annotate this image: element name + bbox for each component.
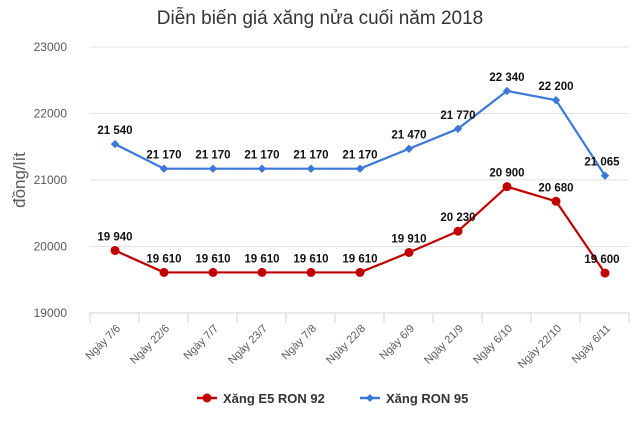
y-axis-label: đồng/lít (10, 152, 29, 208)
legend-label: Xăng RON 95 (386, 391, 468, 406)
data-point-diamond (110, 139, 120, 149)
data-point-diamond (502, 86, 512, 96)
data-point-circle (110, 245, 120, 255)
data-label: 20 230 (440, 212, 475, 224)
data-point-circle (257, 267, 267, 277)
y-tick-label: 23000 (34, 40, 68, 54)
data-point-circle (355, 267, 365, 277)
x-tick-label: Ngày 6/9 (378, 323, 418, 363)
y-tick-label: 21000 (34, 173, 68, 187)
chart-title: Diễn biến giá xăng nửa cuối năm 2018 (157, 7, 483, 29)
x-tick-label: Ngày 22/6 (128, 323, 172, 367)
data-label: 19 610 (244, 253, 279, 265)
y-tick-label: 19000 (34, 306, 68, 320)
data-label: 19 610 (342, 253, 377, 265)
x-tick-label: Ngày 7/8 (280, 323, 320, 363)
data-label: 19 610 (293, 253, 328, 265)
x-tick-label: Ngày 7/7 (182, 323, 222, 363)
data-label: 20 900 (489, 168, 524, 180)
data-labels: 19 940 19 610 19 610 19 610 19 610 19 610 19 9… (97, 72, 620, 266)
data-label: 21 540 (97, 125, 132, 137)
data-label: 19 600 (584, 254, 619, 266)
data-point-circle (404, 247, 414, 257)
x-tick-label: Ngày 22/10 (516, 323, 564, 371)
y-tick-label: 22000 (34, 107, 68, 121)
data-label: 21 170 (195, 150, 230, 162)
data-point-diamond (208, 164, 218, 173)
data-label: 22 200 (538, 81, 573, 93)
data-point-diamond (551, 96, 561, 105)
data-label: 21 170 (293, 150, 328, 162)
data-label: 19 940 (97, 231, 132, 243)
legend-diamond-icon (366, 394, 374, 402)
data-label: 21 470 (391, 130, 426, 142)
data-point-diamond (159, 164, 169, 173)
x-tick-label: Ngày 22/8 (324, 323, 368, 367)
x-tick-label: Ngày 6/10 (471, 323, 515, 367)
data-point-circle (502, 182, 512, 192)
x-tick-label: Ngày 23/7 (226, 323, 270, 367)
series-group (110, 86, 610, 278)
data-point-diamond (257, 164, 267, 173)
data-label: 20 680 (538, 182, 573, 194)
series-line-1 (114, 89, 606, 177)
x-axis: Ngày 7/6 Ngày 22/6 Ngày 7/7 Ngày 23/7 Ngày 7… (84, 312, 630, 371)
data-label: 21 770 (440, 110, 475, 122)
data-point-diamond (453, 124, 463, 133)
y-axis-ticks: 19000 20000 21000 22000 23000 (34, 40, 68, 320)
x-tick-label: Ngày 7/6 (84, 323, 124, 363)
x-tick-label: Ngày 21/9 (422, 323, 466, 367)
gridlines (90, 46, 629, 247)
data-label: 19 910 (391, 233, 426, 245)
legend: Xăng E5 RON 92 Xăng RON 95 (197, 391, 468, 406)
data-point-circle (306, 267, 316, 277)
data-label: 19 610 (146, 253, 181, 265)
data-label: 19 610 (195, 253, 230, 265)
data-point-circle (600, 268, 610, 278)
data-label: 21 170 (146, 150, 181, 162)
legend-circle-icon (202, 393, 212, 403)
data-label: 21 065 (584, 157, 620, 169)
data-point-diamond (600, 171, 610, 180)
data-point-diamond (306, 164, 316, 173)
y-tick-label: 20000 (34, 240, 68, 254)
data-point-circle (453, 226, 463, 236)
data-point-diamond (355, 164, 365, 173)
data-label: 22 340 (489, 72, 524, 84)
data-point-circle (551, 196, 561, 206)
data-point-diamond (404, 144, 414, 153)
data-point-circle (208, 267, 218, 277)
legend-label: Xăng E5 RON 92 (223, 391, 325, 406)
data-point-circle (159, 267, 169, 277)
x-tick-label: Ngày 6/11 (570, 323, 613, 366)
data-label: 21 170 (342, 150, 377, 162)
data-label: 21 170 (244, 150, 279, 162)
